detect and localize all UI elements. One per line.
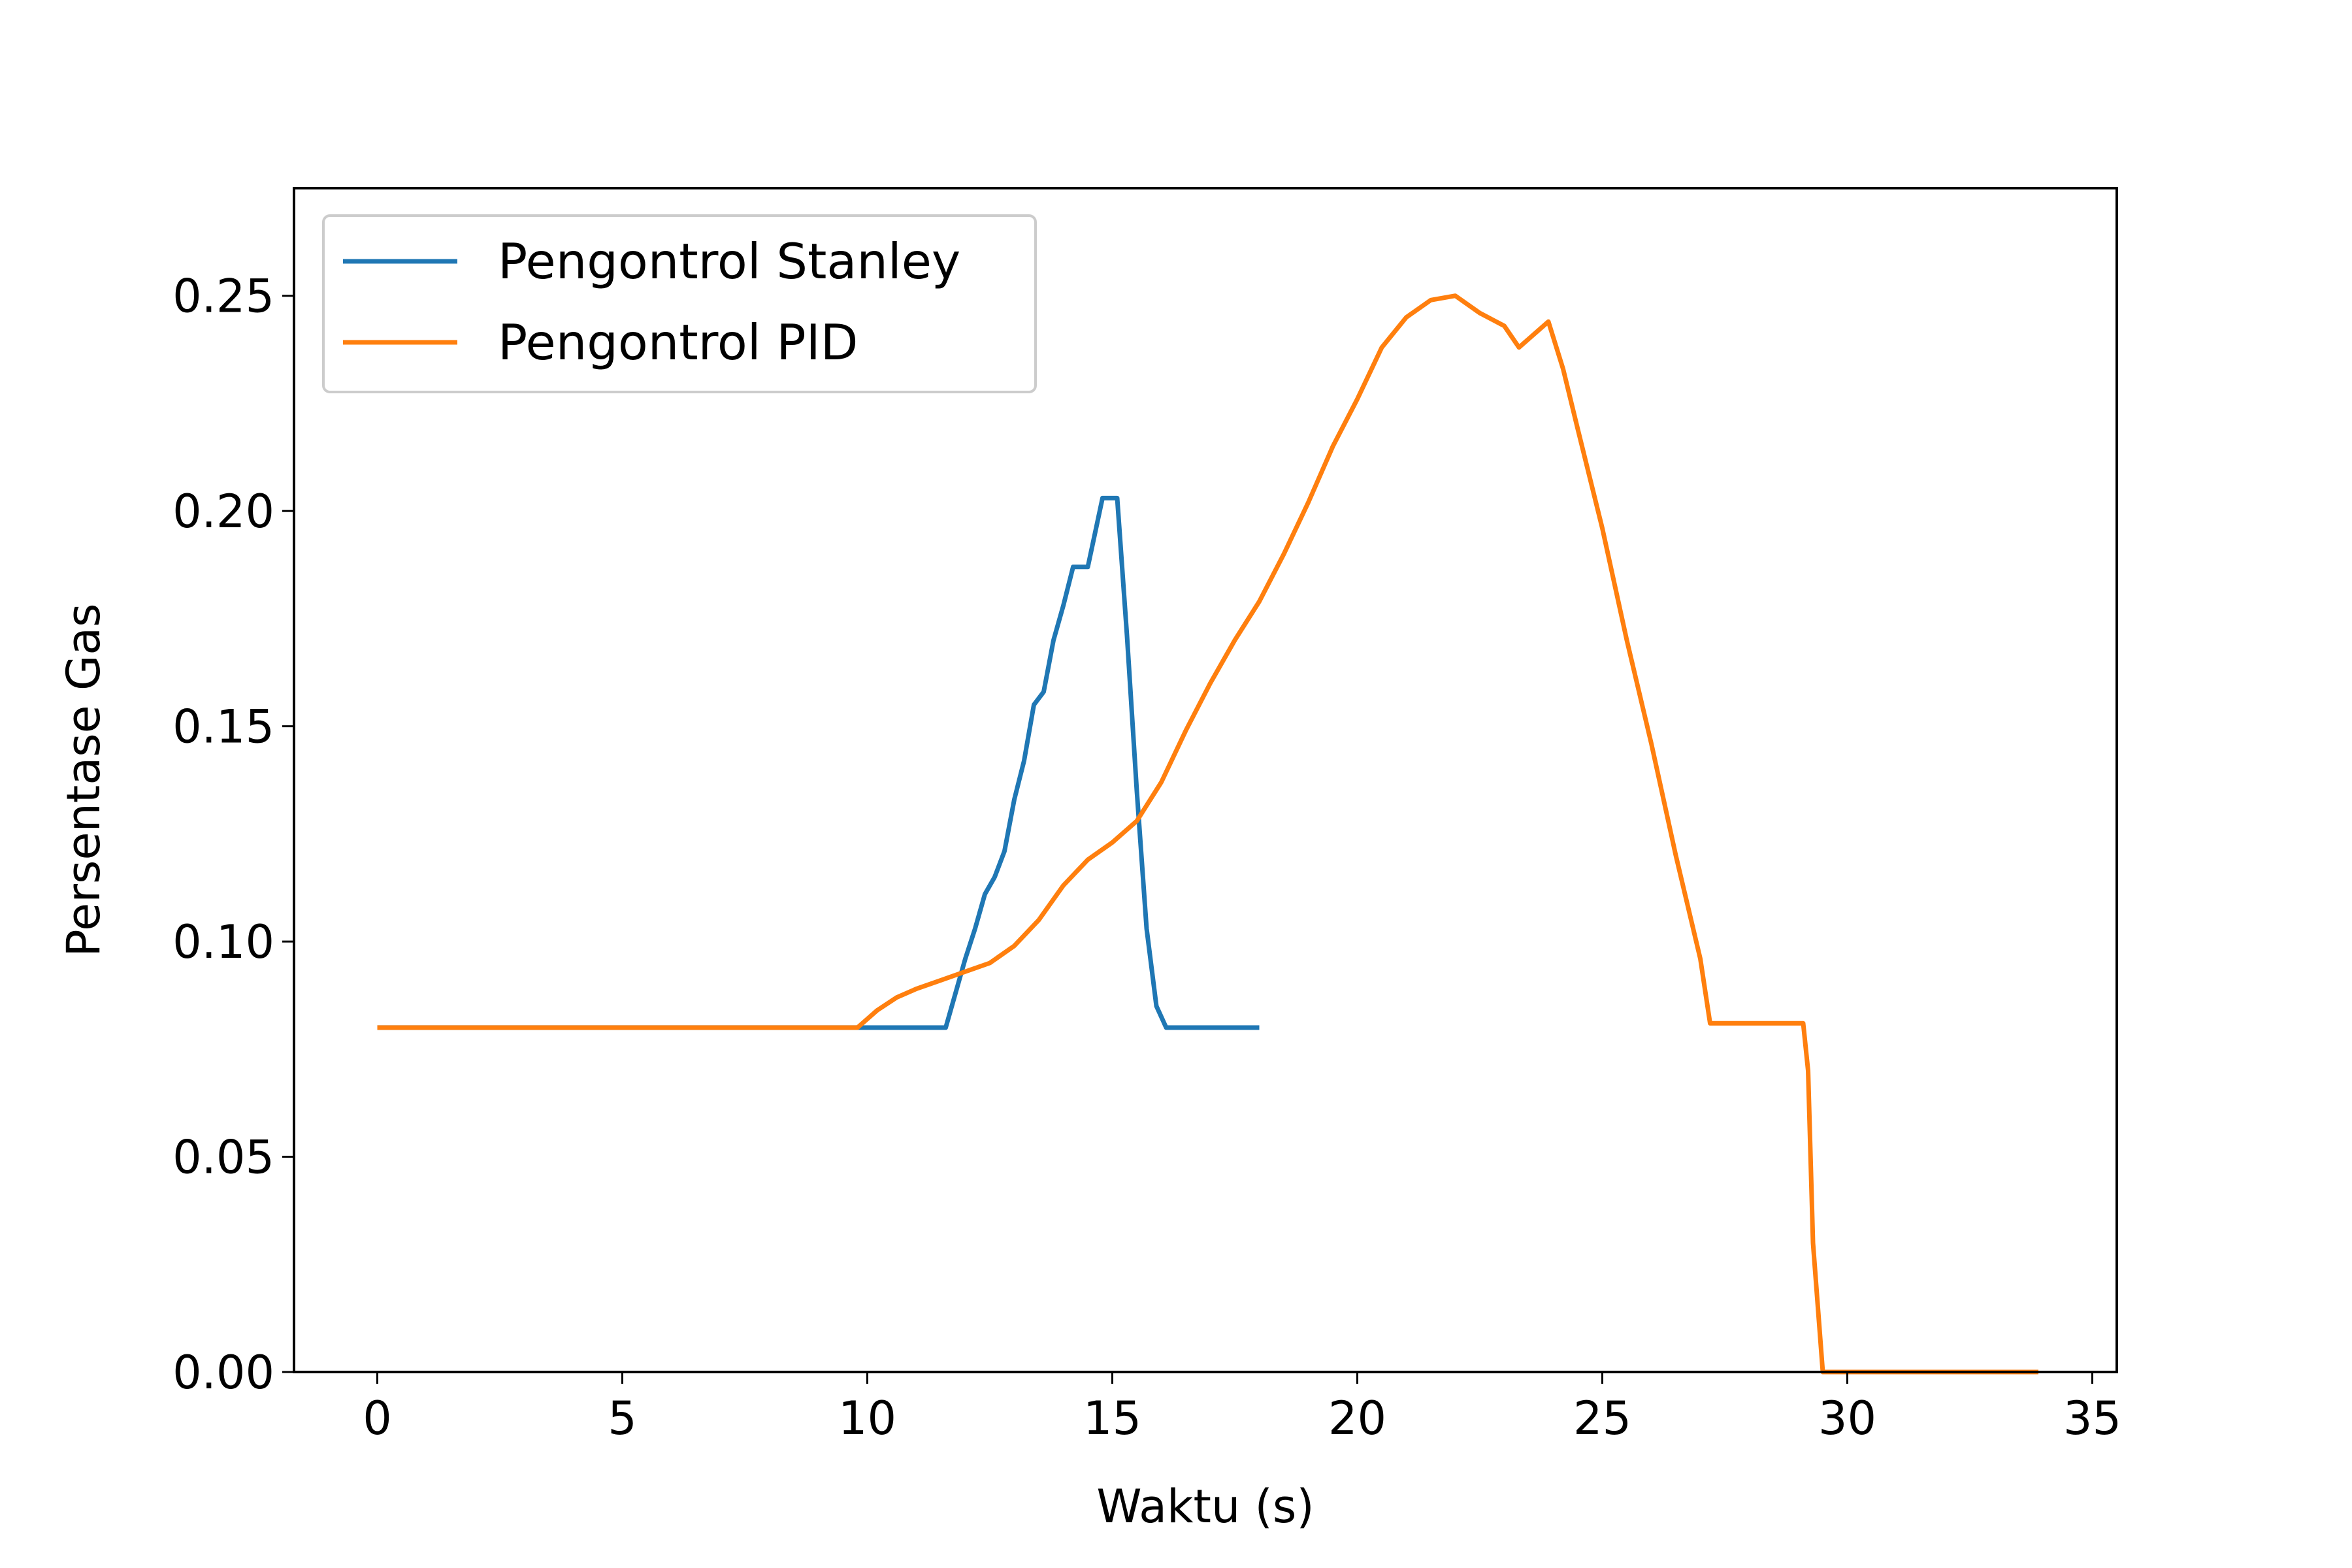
x-tick-label: 10: [838, 1392, 896, 1445]
series-line-1: [377, 293, 2038, 1375]
y-tick-label: 0.20: [172, 485, 274, 538]
y-axis-label: Persentase Gas: [57, 603, 110, 956]
legend-box: [322, 214, 1037, 393]
y-tick-label: 0.05: [172, 1131, 274, 1184]
legend: Pengontrol Stanley Pengontrol PID: [322, 214, 1037, 393]
x-tick-label: 25: [1573, 1392, 1631, 1445]
series-line-0: [377, 495, 1260, 1030]
y-axis: 0.00 0.05 0.10 0.15 0.20 0.25: [172, 270, 294, 1399]
y-tick-label: 0.15: [172, 700, 274, 754]
plot-frame: [293, 187, 2118, 1373]
x-tick-label: 20: [1328, 1392, 1386, 1445]
x-tick-label: 30: [1818, 1392, 1876, 1445]
legend-label-0: Pengontrol Stanley: [498, 233, 960, 290]
y-tick-label: 0.00: [172, 1346, 274, 1399]
x-axis-label: Waktu (s): [1096, 1480, 1314, 1533]
x-tick-label: 35: [2063, 1392, 2121, 1445]
series-layer: [377, 293, 2038, 1375]
x-tick-label: 0: [363, 1392, 392, 1445]
y-tick-label: 0.25: [172, 270, 274, 323]
legend-label-1: Pengontrol PID: [498, 314, 858, 371]
y-tick-label: 0.10: [172, 915, 274, 969]
x-axis: 0 5 10 15 20 25 30 35: [363, 1372, 2121, 1445]
x-tick-label: 5: [608, 1392, 637, 1445]
x-tick-label: 15: [1083, 1392, 1141, 1445]
